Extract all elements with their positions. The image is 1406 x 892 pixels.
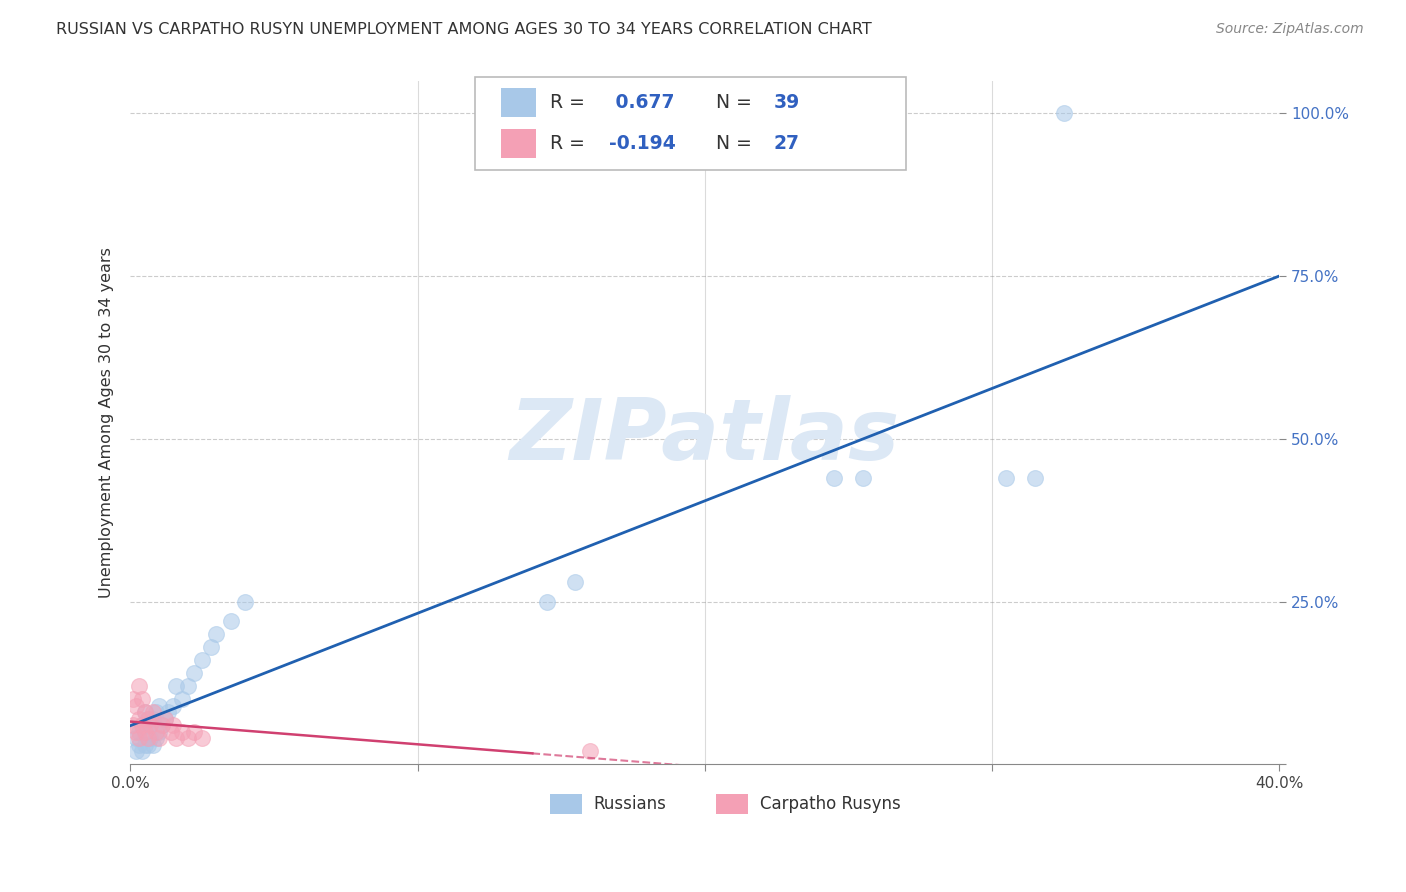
Point <box>139 718 162 732</box>
Point <box>125 731 148 746</box>
Point <box>142 738 165 752</box>
Point <box>162 698 184 713</box>
Point <box>153 712 176 726</box>
Text: Russians: Russians <box>593 795 666 814</box>
Point <box>183 724 205 739</box>
FancyBboxPatch shape <box>502 88 536 117</box>
Point <box>125 724 148 739</box>
Point <box>200 640 222 655</box>
Point <box>1024 471 1046 485</box>
Point <box>134 738 156 752</box>
Point <box>131 718 153 732</box>
Point <box>131 744 153 758</box>
Point <box>148 698 170 713</box>
Point <box>139 731 162 746</box>
Point <box>131 718 153 732</box>
Point <box>995 471 1018 485</box>
Point <box>128 712 150 726</box>
FancyBboxPatch shape <box>550 794 582 814</box>
FancyBboxPatch shape <box>475 78 905 169</box>
Point <box>191 653 214 667</box>
Text: Source: ZipAtlas.com: Source: ZipAtlas.com <box>1216 22 1364 37</box>
FancyBboxPatch shape <box>502 129 536 158</box>
Point <box>183 666 205 681</box>
Point <box>136 712 159 726</box>
Point <box>823 471 845 485</box>
Point <box>128 738 150 752</box>
Point <box>128 724 150 739</box>
Point <box>145 724 167 739</box>
Point <box>162 718 184 732</box>
Point <box>536 595 558 609</box>
Point <box>165 679 187 693</box>
Text: -0.194: -0.194 <box>609 134 676 153</box>
Point <box>125 698 148 713</box>
Text: 27: 27 <box>773 134 800 153</box>
Text: 0.677: 0.677 <box>609 93 675 112</box>
Text: N =: N = <box>716 134 758 153</box>
Point <box>134 706 156 720</box>
Point <box>150 718 173 732</box>
Y-axis label: Unemployment Among Ages 30 to 34 years: Unemployment Among Ages 30 to 34 years <box>100 247 114 598</box>
Point <box>148 724 170 739</box>
Point <box>233 595 256 609</box>
Text: R =: R = <box>550 93 591 112</box>
Point <box>852 471 875 485</box>
Point <box>1052 106 1074 120</box>
Point <box>136 731 159 746</box>
Point <box>134 706 156 720</box>
Point <box>128 679 150 693</box>
Text: RUSSIAN VS CARPATHO RUSYN UNEMPLOYMENT AMONG AGES 30 TO 34 YEARS CORRELATION CHA: RUSSIAN VS CARPATHO RUSYN UNEMPLOYMENT A… <box>56 22 872 37</box>
Text: 39: 39 <box>773 93 800 112</box>
Point <box>125 744 148 758</box>
Point <box>131 692 153 706</box>
Point <box>150 718 173 732</box>
Point <box>177 679 200 693</box>
Point <box>219 614 242 628</box>
Point <box>159 724 181 739</box>
Point <box>205 627 228 641</box>
Point <box>128 731 150 746</box>
Text: ZIPatlas: ZIPatlas <box>509 395 900 478</box>
Point <box>122 718 145 732</box>
Point <box>156 706 179 720</box>
Point <box>145 731 167 746</box>
FancyBboxPatch shape <box>716 794 748 814</box>
Point <box>134 724 156 739</box>
Point <box>134 724 156 739</box>
Point <box>136 738 159 752</box>
Point <box>142 706 165 720</box>
Point <box>142 712 165 726</box>
Point <box>564 575 586 590</box>
Text: Carpatho Rusyns: Carpatho Rusyns <box>759 795 901 814</box>
Point <box>153 712 176 726</box>
Point <box>170 692 193 706</box>
Point <box>165 731 187 746</box>
Point <box>177 731 200 746</box>
Point <box>139 718 162 732</box>
Point <box>170 724 193 739</box>
Point <box>145 706 167 720</box>
Point <box>122 692 145 706</box>
Point <box>191 731 214 746</box>
Text: N =: N = <box>716 93 758 112</box>
Point <box>578 744 600 758</box>
Point <box>136 712 159 726</box>
Point <box>148 731 170 746</box>
Text: R =: R = <box>550 134 591 153</box>
